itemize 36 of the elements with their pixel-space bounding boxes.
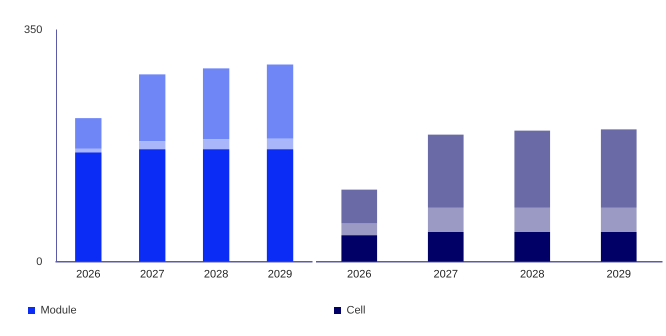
bar — [341, 235, 378, 262]
bar — [514, 207, 550, 232]
x-tick-label: 2029 — [606, 268, 631, 280]
bar — [600, 232, 637, 262]
bar — [75, 148, 102, 153]
bar — [202, 139, 230, 150]
bar — [266, 64, 294, 139]
bar — [428, 232, 464, 262]
bar — [428, 134, 464, 208]
x-tick-label: 2027 — [140, 268, 164, 280]
x-tick-label: 2028 — [204, 268, 228, 280]
x-tick-label: 2029 — [268, 268, 292, 280]
bar — [341, 190, 378, 224]
bar — [600, 207, 637, 232]
bar — [514, 232, 550, 262]
legend-label: Module — [40, 304, 77, 317]
bar — [75, 152, 102, 262]
legend-label: Cell — [346, 304, 366, 317]
x-tick-label: 2028 — [520, 268, 544, 280]
bar — [266, 149, 294, 262]
bar — [514, 130, 550, 208]
bar — [266, 138, 294, 150]
bar — [75, 118, 102, 149]
y-tick-label: 350 — [24, 24, 42, 36]
bar — [139, 74, 166, 142]
bar — [428, 207, 464, 232]
bar — [600, 129, 637, 208]
bar — [139, 149, 166, 262]
y-tick-label: 0 — [36, 256, 42, 268]
bar — [341, 223, 378, 236]
bar — [202, 149, 230, 262]
x-tick-label: 2026 — [76, 268, 101, 280]
bar — [139, 141, 166, 150]
x-tick-label: 2026 — [347, 268, 372, 280]
bar — [202, 68, 230, 140]
x-tick-label: 2027 — [434, 268, 458, 280]
